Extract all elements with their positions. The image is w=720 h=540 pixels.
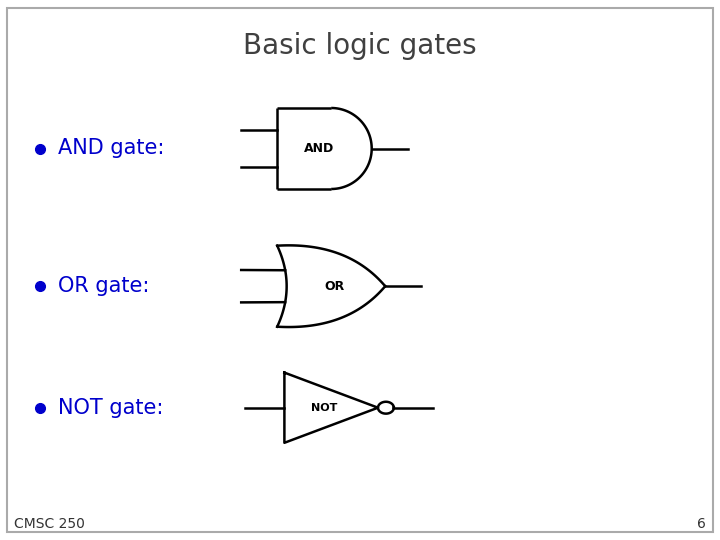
Text: 6: 6 xyxy=(697,517,706,531)
Text: NOT gate:: NOT gate: xyxy=(58,397,163,418)
Text: NOT: NOT xyxy=(311,403,337,413)
FancyBboxPatch shape xyxy=(7,8,713,532)
Text: AND: AND xyxy=(304,142,334,155)
Text: OR: OR xyxy=(325,280,345,293)
Text: Basic logic gates: Basic logic gates xyxy=(243,32,477,60)
Text: OR gate:: OR gate: xyxy=(58,276,149,296)
Text: CMSC 250: CMSC 250 xyxy=(14,517,85,531)
Text: AND gate:: AND gate: xyxy=(58,138,164,159)
